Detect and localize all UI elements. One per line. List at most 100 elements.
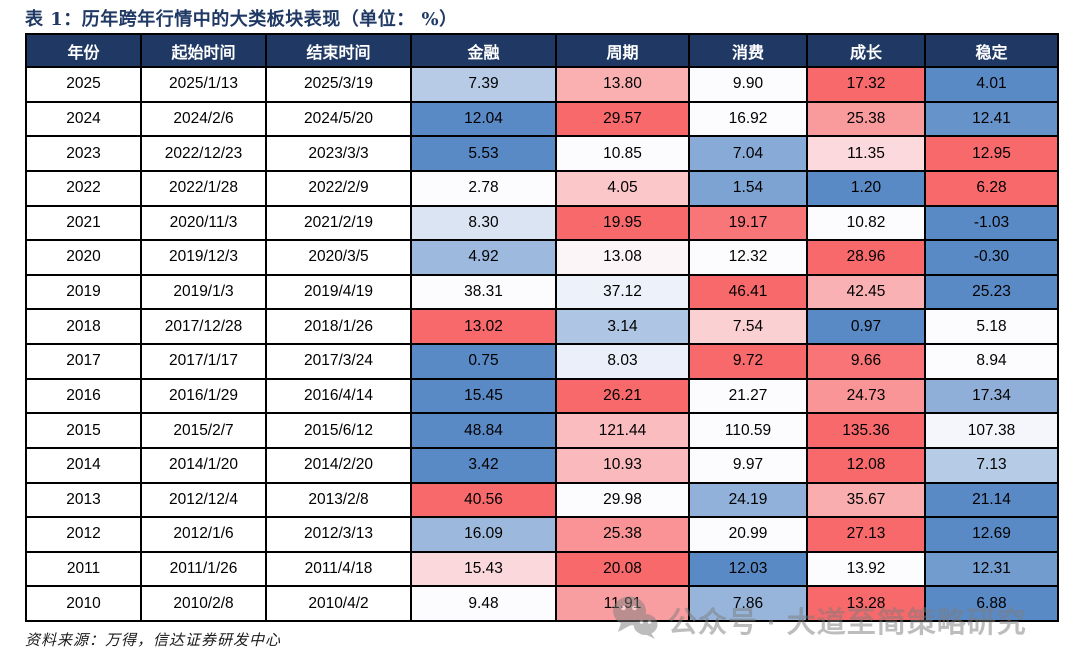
table-row: 2014 2014/1/20 2014/2/20 3.42 10.93 9.97 12.08…: [25, 446, 1059, 484]
value-cell: 12.32: [688, 239, 808, 276]
value-cell: 25.38: [806, 100, 926, 138]
value-cell: 12.04: [410, 100, 557, 138]
value-cell: 10.93: [555, 446, 690, 484]
column-header: 年份: [25, 33, 142, 68]
value-cell: 17.34: [924, 377, 1059, 415]
start-date-cell: 2019/12/3: [140, 239, 267, 276]
value-cell: 9.72: [688, 343, 808, 380]
column-header: 起始时间: [140, 33, 267, 68]
value-cell: 11.91: [555, 585, 690, 622]
start-date-cell: 2012/1/6: [140, 516, 267, 553]
value-cell: 20.08: [555, 550, 690, 588]
value-cell: 6.88: [924, 585, 1059, 622]
end-date-cell: 2023/3/3: [265, 135, 412, 172]
end-date-cell: 2021/2/19: [265, 204, 412, 242]
year-cell: 2014: [25, 446, 142, 484]
value-cell: 37.12: [555, 273, 690, 311]
start-date-cell: 2012/12/4: [140, 481, 267, 519]
year-cell: 2015: [25, 412, 142, 449]
value-cell: 7.54: [688, 308, 808, 345]
year-cell: 2024: [25, 100, 142, 138]
value-cell: 9.66: [806, 343, 926, 380]
value-cell: 35.67: [806, 481, 926, 519]
value-cell: 9.97: [688, 446, 808, 484]
value-cell: 3.42: [410, 446, 557, 484]
table-row: 2024 2024/2/6 2024/5/20 12.04 29.57 16.92 25.3…: [25, 100, 1059, 138]
value-cell: 4.92: [410, 239, 557, 276]
end-date-cell: 2022/2/9: [265, 169, 412, 207]
end-date-cell: 2014/2/20: [265, 446, 412, 484]
value-cell: 25.23: [924, 273, 1059, 311]
value-cell: 40.56: [410, 481, 557, 519]
value-cell: 12.69: [924, 516, 1059, 553]
value-cell: 48.84: [410, 412, 557, 449]
column-header: 稳定: [924, 33, 1059, 68]
column-header: 成长: [806, 33, 926, 68]
value-cell: 13.92: [806, 550, 926, 588]
year-cell: 2010: [25, 585, 142, 622]
table-row: 2019 2019/1/3 2019/4/19 38.31 37.12 46.41 42.4…: [25, 273, 1059, 311]
table-body: 2025 2025/1/13 2025/3/19 7.39 13.80 9.90 17.32…: [25, 66, 1059, 622]
value-cell: 29.57: [555, 100, 690, 138]
value-cell: 12.41: [924, 100, 1059, 138]
value-cell: 107.38: [924, 412, 1059, 449]
value-cell: 5.53: [410, 135, 557, 172]
year-cell: 2011: [25, 550, 142, 588]
end-date-cell: 2010/4/2: [265, 585, 412, 622]
value-cell: 9.90: [688, 66, 808, 103]
year-cell: 2019: [25, 273, 142, 311]
table-row: 2025 2025/1/13 2025/3/19 7.39 13.80 9.90 17.32…: [25, 66, 1059, 103]
value-cell: 24.19: [688, 481, 808, 519]
table-row: 2022 2022/1/28 2022/2/9 2.78 4.05 1.54 1.20 6.2…: [25, 169, 1059, 207]
column-header: 金融: [410, 33, 557, 68]
start-date-cell: 2020/11/3: [140, 204, 267, 242]
value-cell: 24.73: [806, 377, 926, 415]
value-cell: 21.14: [924, 481, 1059, 519]
value-cell: 7.86: [688, 585, 808, 622]
value-cell: 10.82: [806, 204, 926, 242]
value-cell: 12.31: [924, 550, 1059, 588]
table-row: 2012 2012/1/6 2012/3/13 16.09 25.38 20.99 27.1…: [25, 516, 1059, 553]
value-cell: 3.14: [555, 308, 690, 345]
sector-performance-table: 年份 起始时间 结束时间 金融 周期 消费 成长 稳定 2025 2025/1/13 2025/3…: [25, 33, 1059, 622]
column-header: 周期: [555, 33, 690, 68]
table-row: 2023 2022/12/23 2023/3/3 5.53 10.85 7.04 11.35…: [25, 135, 1059, 172]
value-cell: 135.36: [806, 412, 926, 449]
value-cell: 25.38: [555, 516, 690, 553]
year-cell: 2022: [25, 169, 142, 207]
year-cell: 2023: [25, 135, 142, 172]
value-cell: 4.01: [924, 66, 1059, 103]
value-cell: 19.95: [555, 204, 690, 242]
value-cell: 21.27: [688, 377, 808, 415]
start-date-cell: 2019/1/3: [140, 273, 267, 311]
value-cell: 0.75: [410, 343, 557, 380]
end-date-cell: 2012/3/13: [265, 516, 412, 553]
end-date-cell: 2013/2/8: [265, 481, 412, 519]
end-date-cell: 2024/5/20: [265, 100, 412, 138]
value-cell: 46.41: [688, 273, 808, 311]
value-cell: 6.28: [924, 169, 1059, 207]
end-date-cell: 2011/4/18: [265, 550, 412, 588]
value-cell: 4.05: [555, 169, 690, 207]
end-date-cell: 2025/3/19: [265, 66, 412, 103]
value-cell: 12.95: [924, 135, 1059, 172]
table-row: 2018 2017/12/28 2018/1/26 13.02 3.14 7.54 0.97…: [25, 308, 1059, 345]
value-cell: 8.94: [924, 343, 1059, 380]
start-date-cell: 2022/12/23: [140, 135, 267, 172]
year-cell: 2013: [25, 481, 142, 519]
year-cell: 2017: [25, 343, 142, 380]
value-cell: 8.30: [410, 204, 557, 242]
value-cell: 11.35: [806, 135, 926, 172]
value-cell: 2.78: [410, 169, 557, 207]
start-date-cell: 2016/1/29: [140, 377, 267, 415]
value-cell: 13.08: [555, 239, 690, 276]
start-date-cell: 2024/2/6: [140, 100, 267, 138]
value-cell: 12.08: [806, 446, 926, 484]
year-cell: 2021: [25, 204, 142, 242]
end-date-cell: 2019/4/19: [265, 273, 412, 311]
value-cell: 13.80: [555, 66, 690, 103]
table-row: 2017 2017/1/17 2017/3/24 0.75 8.03 9.72 9.66 8.…: [25, 343, 1059, 380]
table-row: 2011 2011/1/26 2011/4/18 15.43 20.08 12.03 13.…: [25, 550, 1059, 588]
value-cell: 1.20: [806, 169, 926, 207]
value-cell: 121.44: [555, 412, 690, 449]
